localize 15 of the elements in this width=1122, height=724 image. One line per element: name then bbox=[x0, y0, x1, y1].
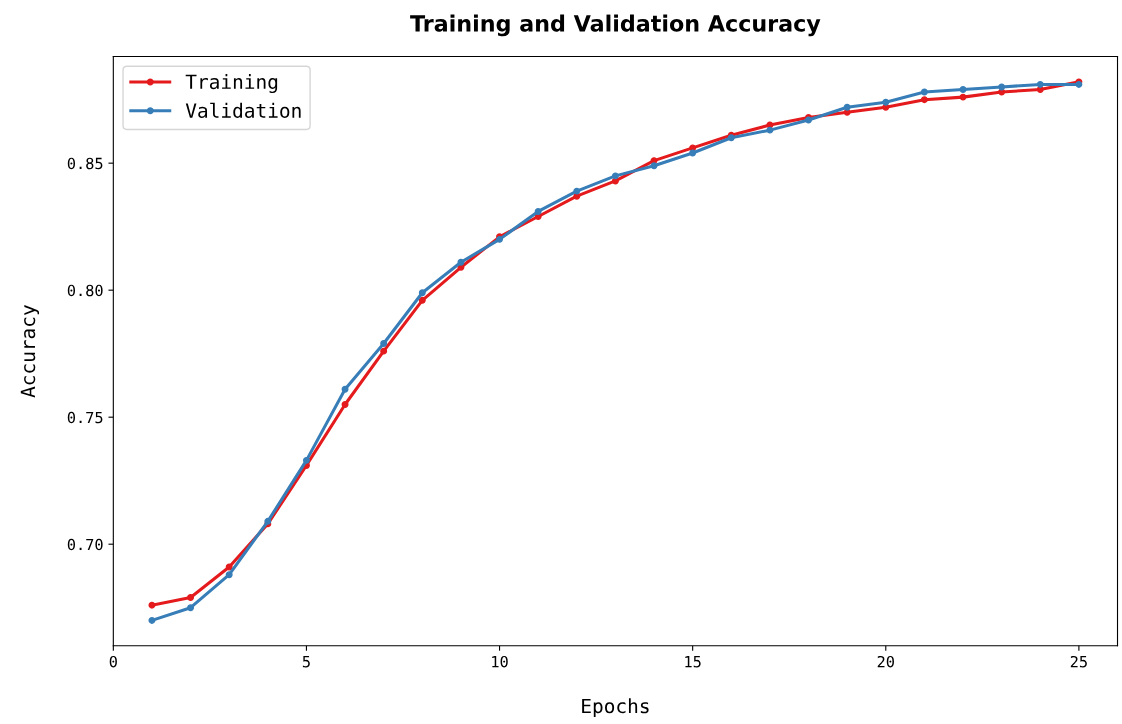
x-axis-title: Epochs bbox=[582, 698, 649, 718]
x-tick-label: 20 bbox=[877, 655, 894, 668]
x-tick-label: 0 bbox=[109, 655, 117, 668]
legend-label: Training bbox=[185, 74, 278, 94]
chart-title: Training and Validation Accuracy bbox=[410, 14, 821, 37]
x-tick-label: 5 bbox=[302, 656, 310, 668]
x-tick-label: 15 bbox=[685, 656, 701, 668]
legend-label: Validation bbox=[185, 102, 301, 118]
x-tick-label: 10 bbox=[492, 655, 508, 668]
y-axis-title: Accuracy bbox=[20, 305, 40, 398]
x-tick-label: 25 bbox=[1070, 655, 1087, 668]
y-tick-label: 0.70 bbox=[67, 538, 103, 551]
y-tick-label: 0.80 bbox=[67, 284, 103, 297]
y-tick-label: 0.85 bbox=[67, 157, 103, 170]
y-tick-label: 0.75 bbox=[67, 411, 103, 424]
